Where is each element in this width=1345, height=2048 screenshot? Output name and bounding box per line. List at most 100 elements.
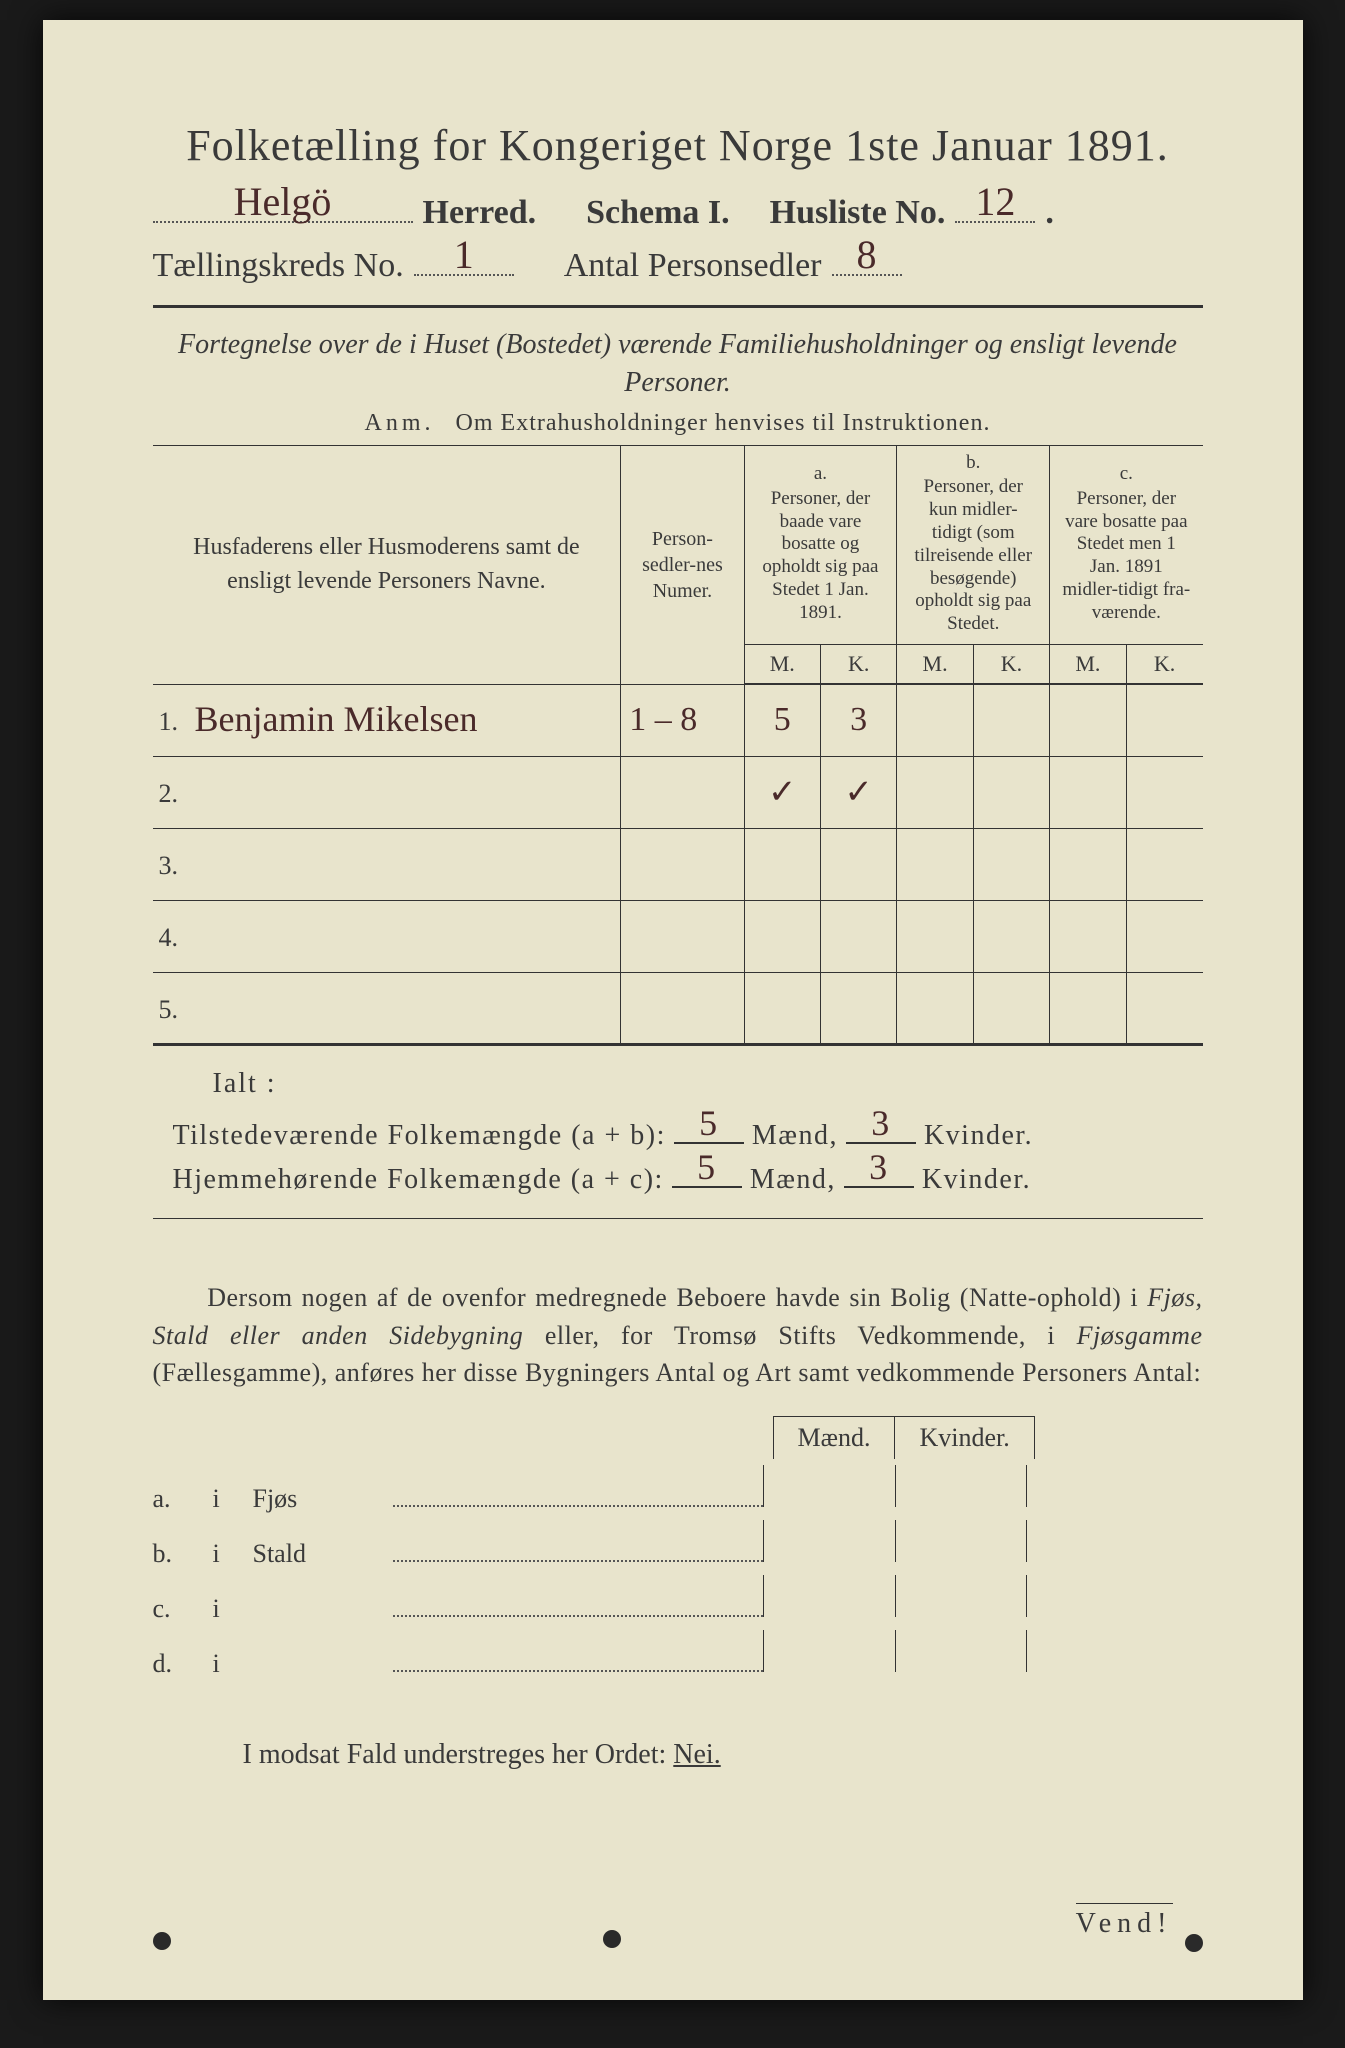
- bld-head-k: Kvinder.: [894, 1416, 1034, 1459]
- sum-ac-m-field: 5: [672, 1158, 742, 1188]
- cell-c-m: [1050, 756, 1126, 828]
- cell-a-k: ✓: [820, 756, 896, 828]
- cell-name: 5.: [153, 972, 621, 1044]
- col-b-m: M.: [897, 644, 973, 683]
- bld-head-m: Mænd.: [773, 1416, 896, 1459]
- sum-ac-k-field: 3: [844, 1158, 914, 1188]
- sum-ab-m-field: 5: [674, 1114, 744, 1144]
- cell-b-k: [973, 756, 1049, 828]
- kreds-value: 1: [454, 231, 474, 278]
- cell-b-m: [897, 684, 973, 756]
- page-title: Folketælling for Kongeriget Norge 1ste J…: [153, 120, 1203, 171]
- anm-text: Om Extrahusholdninger henvises til Instr…: [456, 410, 991, 436]
- bld-cell-m: [763, 1520, 895, 1562]
- col-c-m: M.: [1050, 644, 1126, 683]
- schema-label: Schema I.: [586, 194, 730, 232]
- cell-c-k: [1126, 900, 1202, 972]
- nei-word: Nei.: [673, 1739, 720, 1770]
- cell-a-k: [820, 828, 896, 900]
- bld-cell-k: [895, 1520, 1027, 1562]
- sum-ab-k-value: 3: [871, 1102, 891, 1144]
- footer-line: I modsat Fald understreges her Ordet: Ne…: [243, 1739, 1203, 1771]
- col-head-b: b. Personer, der kun midler-tidigt (som …: [897, 445, 1050, 644]
- bld-letter: a.: [153, 1484, 213, 1514]
- sum-ac-k-value: 3: [869, 1146, 889, 1188]
- cell-numer: [621, 972, 744, 1044]
- cell-c-k: [1126, 828, 1202, 900]
- sum-ac-m-value: 5: [697, 1146, 717, 1188]
- col-c-k: K.: [1126, 644, 1202, 683]
- building-row: b.iStald: [153, 1520, 1203, 1569]
- bld-name: Stald: [253, 1539, 393, 1569]
- bld-name: Fjøs: [253, 1484, 393, 1514]
- bld-cell-m: [763, 1575, 895, 1617]
- cell-c-m: [1050, 828, 1126, 900]
- cell-numer: [621, 756, 744, 828]
- herred-value: Helgö: [234, 178, 332, 225]
- household-table: Husfaderens eller Husmoderens samt de en…: [153, 445, 1203, 1046]
- maend-label: Mænd,: [752, 1120, 838, 1152]
- husliste-value: 12: [975, 178, 1015, 225]
- col-c-letter: c.: [1058, 463, 1194, 486]
- annotation-line: Anm. Om Extrahusholdninger henvises til …: [153, 410, 1203, 437]
- kreds-field: 1: [414, 242, 514, 276]
- antal-field: 8: [832, 242, 902, 276]
- kvinder-label-2: Kvinder.: [922, 1164, 1031, 1196]
- cell-numer: [621, 900, 744, 972]
- table-row: 2. ✓✓: [153, 756, 1203, 828]
- cell-name: 4.: [153, 900, 621, 972]
- buildings-block: Mænd. Kvinder. a.iFjøsb.iStaldc.id.i: [153, 1416, 1203, 1679]
- herred-field: Helgö: [153, 189, 413, 223]
- bld-cell-m: [763, 1465, 895, 1507]
- cell-a-k: [820, 900, 896, 972]
- col-head-names-text: Husfaderens eller Husmoderens samt de en…: [193, 534, 580, 594]
- cell-a-m: [744, 828, 820, 900]
- maend-label-2: Mænd,: [750, 1164, 836, 1196]
- census-form-page: Folketælling for Kongeriget Norge 1ste J…: [43, 20, 1303, 2000]
- cell-name: 2.: [153, 756, 621, 828]
- footer-text: I modsat Fald understreges her Ordet:: [243, 1739, 667, 1770]
- col-c-text: Personer, der vare bosatte paa Stedet me…: [1058, 486, 1194, 627]
- building-row: d.i: [153, 1630, 1203, 1679]
- building-row: a.iFjøs: [153, 1465, 1203, 1514]
- bld-cell-k: [895, 1630, 1027, 1672]
- cell-a-m: ✓: [744, 756, 820, 828]
- bld-i: i: [213, 1539, 253, 1569]
- bld-letter: c.: [153, 1594, 213, 1624]
- cell-a-k: 3: [820, 684, 896, 756]
- bld-dots: [393, 1650, 763, 1672]
- header-line-1: Helgö Herred. Schema I. Husliste No. 12 …: [153, 189, 1203, 232]
- bld-letter: d.: [153, 1649, 213, 1679]
- col-b-k: K.: [973, 644, 1049, 683]
- ink-blot-icon: [153, 1932, 171, 1950]
- cell-name: 1.Benjamin Mikelsen: [153, 684, 621, 756]
- header-line-2: Tællingskreds No. 1 Antal Personsedler 8: [153, 242, 1203, 285]
- subtitle: Fortegnelse over de i Huset (Bostedet) v…: [153, 326, 1203, 402]
- bld-cell-k: [895, 1465, 1027, 1507]
- cell-b-k: [973, 900, 1049, 972]
- cell-b-m: [897, 828, 973, 900]
- cell-b-m: [897, 900, 973, 972]
- sum-line-ab: Tilstedeværende Folkemængde (a + b): 5 M…: [173, 1114, 1203, 1152]
- para-t2: eller, for Tromsø Stifts Vedkommende, i: [523, 1321, 1076, 1350]
- vend-label: Vend!: [1076, 1903, 1173, 1940]
- col-head-c: c. Personer, der vare bosatte paa Stedet…: [1050, 445, 1203, 644]
- ialt-label: Ialt :: [213, 1068, 1203, 1100]
- cell-c-k: [1126, 756, 1202, 828]
- bld-dots: [393, 1595, 763, 1617]
- cell-a-m: [744, 972, 820, 1044]
- bld-i: i: [213, 1649, 253, 1679]
- col-a-text: Personer, der baade vare bosatte og opho…: [753, 486, 889, 627]
- col-a-k: K.: [820, 644, 896, 683]
- bld-cell-k: [895, 1575, 1027, 1617]
- building-row: c.i: [153, 1575, 1203, 1624]
- table-row: 4.: [153, 900, 1203, 972]
- husliste-label: Husliste No.: [770, 194, 946, 232]
- kreds-label: Tællingskreds No.: [153, 247, 404, 285]
- divider: [153, 305, 1203, 308]
- cell-c-m: [1050, 684, 1126, 756]
- bld-cell-m: [763, 1630, 895, 1672]
- para-it2: Fjøsgamme: [1077, 1321, 1203, 1350]
- sum-line-ac: Hjemmehørende Folkemængde (a + c): 5 Mæn…: [173, 1158, 1203, 1196]
- table-row: 5.: [153, 972, 1203, 1044]
